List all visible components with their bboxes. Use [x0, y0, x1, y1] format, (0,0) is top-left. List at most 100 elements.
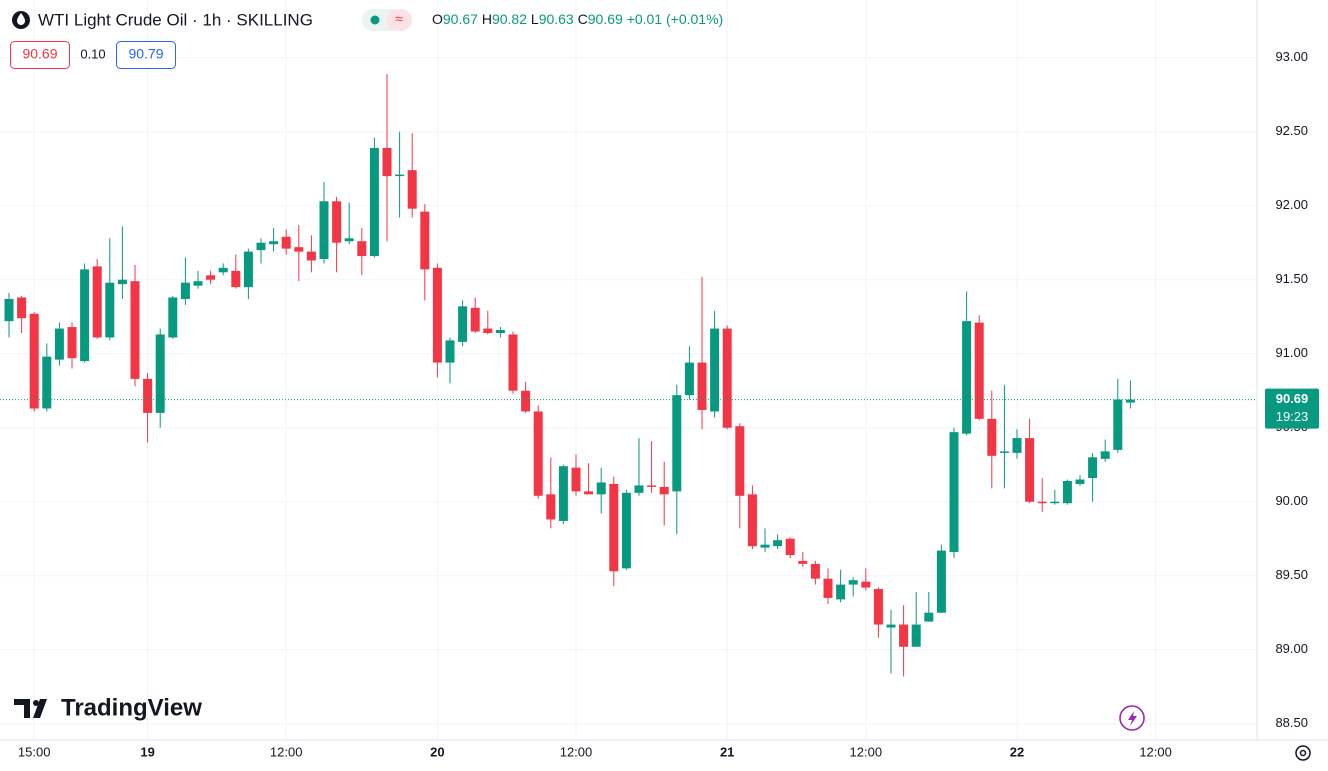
- candle-body: [899, 624, 909, 647]
- x-tick-label: 19: [140, 744, 154, 759]
- candle-body: [798, 560, 808, 564]
- candle-body: [382, 148, 392, 177]
- y-tick-label: 93.00: [1275, 49, 1308, 64]
- candle-body: [458, 306, 468, 342]
- ohlc-value: 90.82: [492, 11, 527, 27]
- candle-body: [936, 550, 946, 613]
- axes: 88.5089.0089.5090.0090.5091.0091.5092.00…: [18, 49, 1319, 759]
- candle-body: [445, 340, 455, 363]
- candle-body: [369, 148, 379, 257]
- candle-body: [42, 356, 52, 409]
- y-tick-label: 89.50: [1275, 567, 1308, 582]
- candle-body: [747, 494, 757, 547]
- candle-body: [823, 578, 833, 598]
- candle-body: [193, 281, 203, 286]
- candle-body: [206, 275, 216, 280]
- candle-body: [1012, 438, 1022, 453]
- candle-body: [4, 298, 14, 322]
- candle-body: [634, 485, 644, 493]
- x-tick-label: 20: [430, 744, 444, 759]
- candle-body: [1088, 457, 1098, 479]
- settings-icon-core: [1299, 749, 1307, 757]
- candle-body: [886, 624, 896, 628]
- watermark: TradingView: [61, 694, 202, 721]
- candle-body: [621, 492, 631, 569]
- x-tick-label: 22: [1010, 744, 1024, 759]
- x-tick-label: 12:00: [560, 744, 593, 759]
- candle-body: [836, 584, 846, 600]
- candle-body: [571, 467, 581, 492]
- candle-body: [873, 589, 883, 625]
- ask-price[interactable]: 90.79: [128, 46, 163, 62]
- candle-body: [1075, 479, 1085, 484]
- spread: 0.10: [80, 46, 105, 61]
- candle-body: [344, 238, 354, 242]
- candle-body: [785, 538, 795, 555]
- ohlc-legend: O90.67 H90.82 L90.63 C90.69 +0.01 (+0.01…: [432, 11, 723, 27]
- candle-body: [1037, 501, 1047, 504]
- candle-body: [924, 612, 934, 622]
- candle-body: [168, 297, 178, 338]
- candle-body: [647, 485, 657, 487]
- candle-body: [17, 297, 27, 319]
- candle-body: [672, 395, 682, 492]
- ask-box[interactable]: [116, 41, 176, 69]
- candle-body: [155, 334, 165, 413]
- watermark-logo-dot: [33, 700, 39, 706]
- candle-body: [495, 330, 505, 333]
- y-tick-label: 91.00: [1275, 345, 1308, 360]
- candle-body: [29, 313, 39, 409]
- x-tick-label: 12:00: [850, 744, 883, 759]
- candle-body: [80, 269, 90, 362]
- ohlc-value: 90.63: [539, 11, 574, 27]
- candle-body: [218, 267, 228, 273]
- bid-price[interactable]: 90.69: [22, 46, 57, 62]
- delay-icon: ≈: [395, 11, 403, 27]
- candle-body: [432, 267, 442, 363]
- y-tick-label: 89.00: [1275, 641, 1308, 656]
- candle-body: [470, 307, 480, 332]
- ohlc-value: 90.69: [588, 11, 623, 27]
- candle-body: [231, 270, 241, 288]
- ohlc-key: L: [531, 11, 539, 27]
- ohlc-key: H: [482, 11, 492, 27]
- status-pill-right: [387, 9, 412, 31]
- candle-body: [143, 378, 153, 413]
- x-tick-label: 21: [720, 744, 734, 759]
- candle-body: [521, 390, 531, 412]
- candle-body: [949, 432, 959, 553]
- last-price-label: 90.69: [1276, 391, 1309, 406]
- y-tick-label: 91.50: [1275, 271, 1308, 286]
- candle-body: [420, 211, 430, 270]
- settings-icon[interactable]: [1295, 745, 1311, 761]
- candle-body: [508, 334, 518, 391]
- y-tick-label: 92.50: [1275, 123, 1308, 138]
- candle-body: [54, 328, 64, 360]
- x-tick-label: 12:00: [270, 744, 303, 759]
- candle-body: [67, 327, 77, 359]
- candle-body: [319, 201, 329, 259]
- candle-body: [533, 411, 543, 496]
- ohlc-key: O: [432, 11, 443, 27]
- candle-body: [596, 482, 606, 495]
- y-tick-label: 88.50: [1275, 715, 1308, 730]
- candle-body: [357, 241, 367, 257]
- change: +0.01 (+0.01%): [627, 11, 724, 27]
- candle-body: [974, 322, 984, 419]
- candle-body: [760, 544, 770, 548]
- candle-body: [243, 251, 253, 288]
- bid-box[interactable]: [10, 41, 70, 69]
- last-price-box: [1265, 388, 1319, 429]
- candle-body: [294, 247, 304, 252]
- candle-body: [117, 279, 127, 285]
- candle-body: [710, 328, 720, 412]
- candle-body: [684, 362, 694, 396]
- candle-body: [558, 466, 568, 521]
- symbol-title[interactable]: WTI Light Crude Oil · 1h · SKILLING: [38, 10, 313, 29]
- candle-body: [735, 426, 745, 496]
- candle-body: [1113, 399, 1123, 450]
- candle-body: [861, 581, 871, 588]
- candle-body: [1025, 438, 1035, 502]
